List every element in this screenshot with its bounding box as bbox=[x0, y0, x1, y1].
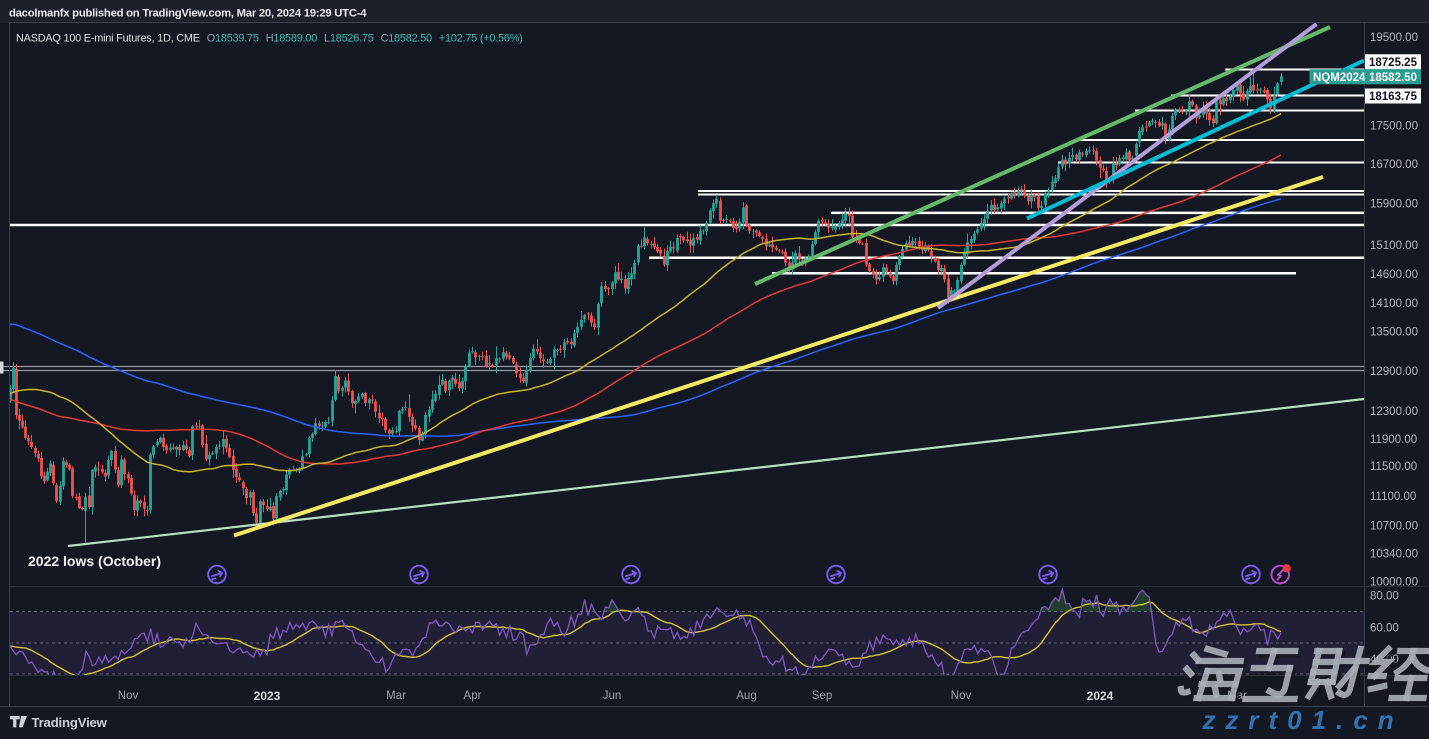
svg-text:18163.75: 18163.75 bbox=[1369, 91, 1418, 103]
svg-text:12900.00: 12900.00 bbox=[1370, 366, 1418, 378]
svg-text:Nov: Nov bbox=[951, 690, 972, 702]
svg-text:14100.00: 14100.00 bbox=[1370, 298, 1418, 310]
svg-text:Aug: Aug bbox=[736, 690, 756, 702]
svg-text:2022 lows (October): 2022 lows (October) bbox=[28, 553, 161, 569]
svg-text:15900.00: 15900.00 bbox=[1370, 199, 1418, 211]
svg-text:Apr: Apr bbox=[464, 690, 482, 702]
svg-text:10000.00: 10000.00 bbox=[1370, 577, 1418, 589]
svg-text:17500.00: 17500.00 bbox=[1370, 121, 1418, 133]
svg-text:16700.00: 16700.00 bbox=[1370, 159, 1418, 171]
svg-text:NASDAQ 100 E-mini Futures, 1D,: NASDAQ 100 E-mini Futures, 1D, CME O18539… bbox=[16, 33, 523, 45]
svg-text:zzrt01.cn: zzrt01.cn bbox=[1201, 705, 1403, 735]
svg-text:80.00: 80.00 bbox=[1370, 591, 1399, 603]
svg-text:15100.00: 15100.00 bbox=[1370, 240, 1418, 252]
svg-text:Mar: Mar bbox=[386, 690, 406, 702]
svg-text:18725.25: 18725.25 bbox=[1369, 57, 1418, 69]
svg-text:60.00: 60.00 bbox=[1370, 623, 1399, 635]
svg-text:Nov: Nov bbox=[118, 690, 139, 702]
svg-text:NQM2024: NQM2024 bbox=[1313, 72, 1366, 84]
svg-text:2023: 2023 bbox=[254, 689, 281, 703]
svg-text:18582.50: 18582.50 bbox=[1369, 72, 1417, 84]
svg-text:11100.00: 11100.00 bbox=[1370, 491, 1416, 503]
svg-text:2024: 2024 bbox=[1087, 689, 1114, 703]
svg-text:Jun: Jun bbox=[603, 690, 622, 702]
svg-text:Sep: Sep bbox=[812, 690, 832, 702]
svg-text:10340.00: 10340.00 bbox=[1370, 549, 1418, 561]
svg-text:14600.00: 14600.00 bbox=[1370, 269, 1418, 281]
svg-text:dacolmanfx published on Tradin: dacolmanfx published on TradingView.com,… bbox=[9, 8, 367, 20]
svg-text:TradingView: TradingView bbox=[32, 715, 108, 730]
svg-text:11500.00: 11500.00 bbox=[1370, 461, 1417, 473]
svg-text:11900.00: 11900.00 bbox=[1370, 434, 1417, 446]
svg-text:13500.00: 13500.00 bbox=[1370, 327, 1418, 339]
svg-text:12300.00: 12300.00 bbox=[1370, 406, 1418, 418]
svg-text:19500.00: 19500.00 bbox=[1370, 32, 1418, 44]
svg-text:10700.00: 10700.00 bbox=[1370, 521, 1418, 533]
